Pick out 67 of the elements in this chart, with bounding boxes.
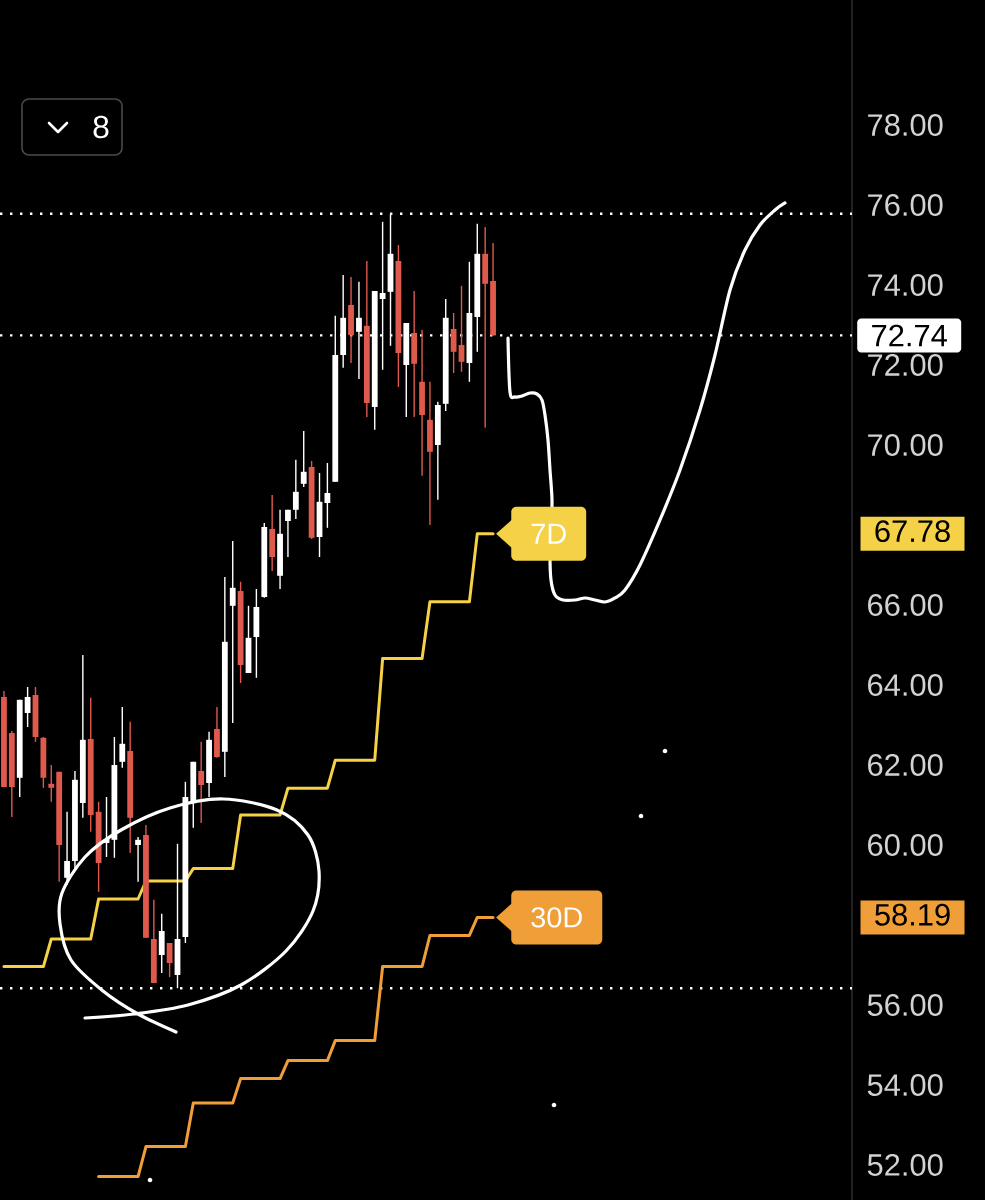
candlestick xyxy=(253,588,260,679)
candlestick xyxy=(434,401,441,501)
candlestick xyxy=(348,276,354,364)
candlestick xyxy=(150,899,157,984)
candlestick xyxy=(87,697,94,833)
candlestick xyxy=(95,801,102,893)
candlestick xyxy=(300,430,307,488)
candlestick xyxy=(8,730,15,818)
candlestick xyxy=(395,244,402,388)
candlestick xyxy=(363,260,370,418)
y-tick-label: 72.00 xyxy=(868,354,943,376)
candlestick xyxy=(127,721,134,854)
candlestick xyxy=(482,226,489,429)
candlestick xyxy=(332,315,339,483)
y-tick-label: 54.00 xyxy=(867,1074,943,1096)
candlestick xyxy=(308,460,315,540)
y-tick-label: 60.00 xyxy=(868,834,943,856)
candlestick xyxy=(269,494,276,572)
candlestick xyxy=(237,581,244,684)
candlestick xyxy=(24,686,31,728)
candlestick xyxy=(411,290,418,418)
y-tick-label: 78.00 xyxy=(868,114,943,136)
candlestick xyxy=(166,942,173,978)
y-tick-label: 58.19 xyxy=(875,903,950,926)
candlestick xyxy=(261,522,268,599)
candlestick xyxy=(56,771,63,883)
candlestick xyxy=(474,223,481,353)
ref-line-label: 72.74 xyxy=(872,324,947,347)
candlestick xyxy=(277,509,283,590)
candlestick xyxy=(1,690,7,788)
candlestick xyxy=(419,329,425,477)
y-tick-label: 52.00 xyxy=(867,1154,943,1176)
candlestick xyxy=(324,462,331,529)
candlestick xyxy=(316,472,323,558)
candlestick xyxy=(450,312,457,374)
y-tick-label: 70.00 xyxy=(868,434,943,456)
candlestick xyxy=(40,736,47,789)
y-tick-label: 74.00 xyxy=(868,274,943,296)
candlestick xyxy=(285,509,291,558)
y-tick-label: 64.00 xyxy=(868,674,943,696)
candlestick xyxy=(214,706,220,759)
candlestick xyxy=(229,540,236,724)
y-tick-label: 76.00 xyxy=(868,194,943,216)
legend-label: 7D xyxy=(531,523,566,544)
candlestick xyxy=(466,261,473,383)
candlestick xyxy=(16,699,23,798)
candlestick xyxy=(135,836,141,883)
candlestick xyxy=(158,913,165,974)
candlestick xyxy=(221,576,228,778)
y-tick-label: 66.00 xyxy=(868,594,943,616)
candlestick xyxy=(292,459,299,520)
candlestick xyxy=(174,843,181,989)
candlestick xyxy=(79,654,86,819)
candlestick xyxy=(48,764,55,803)
candlestick xyxy=(198,741,205,824)
legend-label: 30D xyxy=(531,907,582,928)
candlestick xyxy=(490,242,496,337)
candlestick xyxy=(32,686,39,743)
annotation: 8 xyxy=(93,115,109,139)
candlestick xyxy=(119,706,126,769)
y-tick-label: 67.78 xyxy=(875,520,950,543)
candlestick xyxy=(245,605,252,674)
candlestick xyxy=(340,274,347,369)
y-tick-label: 56.00 xyxy=(867,994,943,1016)
candlestick xyxy=(143,824,149,939)
candlestick xyxy=(427,381,433,526)
y-tick-label: 62.00 xyxy=(868,754,943,776)
